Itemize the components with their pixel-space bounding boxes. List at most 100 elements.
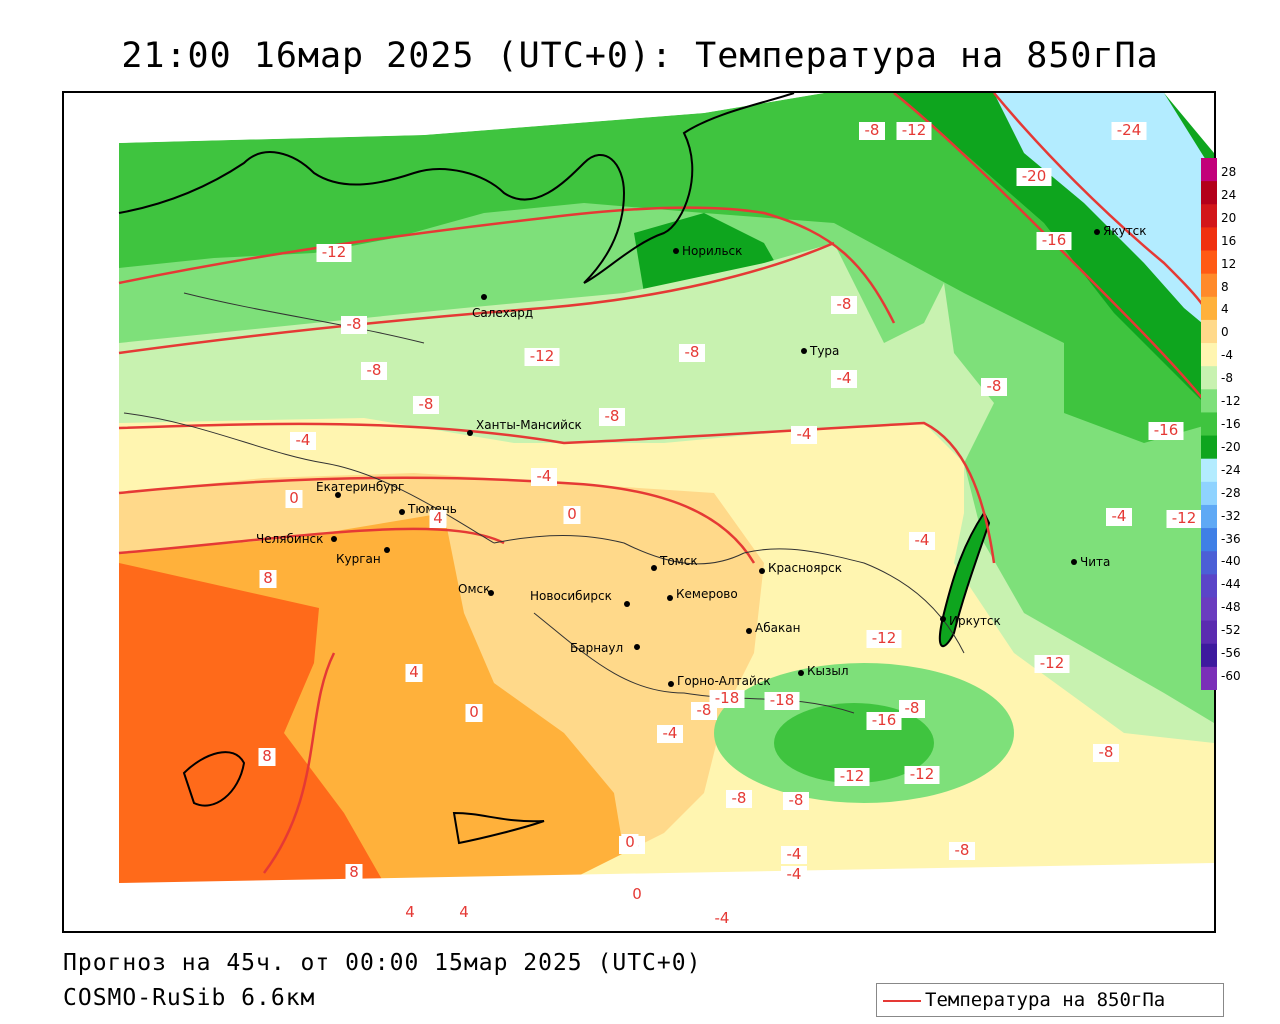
svg-text:8: 8 <box>349 863 359 881</box>
city-label: Чита <box>1080 555 1110 569</box>
svg-text:-8: -8 <box>865 121 880 139</box>
isoline-label: -12 <box>834 767 870 786</box>
scale-tick-label: -52 <box>1221 623 1241 638</box>
isoline-label: -16 <box>1036 231 1072 250</box>
scale-tick-label: -8 <box>1221 371 1233 386</box>
svg-text:-12: -12 <box>1172 509 1197 527</box>
city-tomsk: Томск <box>651 554 698 571</box>
scale-tick-label: -40 <box>1221 554 1241 569</box>
isoline-label: 0 <box>628 885 646 904</box>
svg-text:8: 8 <box>263 569 273 587</box>
svg-text:-8: -8 <box>697 701 712 719</box>
city-label: Якутск <box>1103 224 1147 238</box>
city-kyzyl: Кызыл <box>798 664 849 678</box>
aral-sea <box>182 751 246 807</box>
scale-swatch <box>1201 574 1217 598</box>
legend: Температура на 850гПа <box>876 983 1224 1017</box>
isoline-label: -8 <box>831 295 857 314</box>
city-yakutsk: Якутск <box>1094 224 1147 238</box>
city-chelyabinsk: Челябинск <box>256 532 337 546</box>
scale-tick-label: 16 <box>1221 233 1237 248</box>
scale-tick-label: -48 <box>1221 600 1241 615</box>
isoline-label: -12 <box>866 629 902 648</box>
scale-tick-label: -4 <box>1221 348 1233 363</box>
city-tyumen: Тюмень <box>399 502 457 516</box>
arctic-coastline <box>118 93 795 284</box>
isoline-label: -8 <box>899 699 925 718</box>
isoline-label: -4 <box>1106 507 1132 526</box>
scale-swatch <box>1201 504 1217 529</box>
isoline-label: 8 <box>345 863 363 882</box>
scale-swatch <box>1201 343 1217 367</box>
scale-swatch <box>1201 643 1217 668</box>
scale-swatch <box>1201 389 1217 413</box>
color-scale-svg <box>1201 158 1217 691</box>
svg-text:-16: -16 <box>872 711 897 729</box>
scale-tick-label: -24 <box>1221 462 1241 477</box>
svg-text:-4: -4 <box>797 425 812 443</box>
field-minus16 <box>119 93 1214 443</box>
isoline-label: -4 <box>657 724 683 743</box>
scale-swatch <box>1201 204 1217 228</box>
city-krasnoyarsk: Красноярск <box>759 561 842 575</box>
isoline-label: 4 <box>429 509 447 528</box>
city-label: Красноярск <box>768 561 842 575</box>
city-label: Тура <box>809 344 839 358</box>
isoline-label: -12 <box>1166 509 1202 528</box>
city-gorno-altaysk: Горно-Алтайск <box>668 674 771 688</box>
isoline-label: -20 <box>1016 167 1052 186</box>
lake-baikal <box>938 511 991 648</box>
svg-text:0: 0 <box>625 833 635 851</box>
scale-tick-label: -28 <box>1221 485 1241 500</box>
svg-text:-4: -4 <box>787 845 802 863</box>
svg-text:-12: -12 <box>872 629 897 647</box>
svg-text:-4: -4 <box>296 431 311 449</box>
scale-tick-label: -12 <box>1221 394 1241 409</box>
city-label: Горно-Алтайск <box>677 674 771 688</box>
isoline-label: 8 <box>259 569 277 588</box>
scale-tick-label: -60 <box>1221 669 1241 683</box>
isoline-label: -8 <box>679 343 705 362</box>
svg-text:-8: -8 <box>367 361 382 379</box>
isoline-label: -24 <box>1111 121 1147 140</box>
svg-text:-16: -16 <box>1154 421 1179 439</box>
city-label: Норильск <box>682 244 742 258</box>
isoline-label: 8 <box>258 747 276 766</box>
isoline-label: 4 <box>401 903 419 922</box>
svg-text:-4: -4 <box>663 724 678 742</box>
city-salekhard: Салехард <box>472 294 533 320</box>
city-barnaul: Барнаул <box>570 641 640 655</box>
svg-text:0: 0 <box>289 489 299 507</box>
scale-swatch <box>1201 158 1217 182</box>
svg-text:4: 4 <box>405 903 415 921</box>
scale-swatch <box>1201 227 1217 252</box>
scale-swatch <box>1201 666 1217 691</box>
svg-text:-18: -18 <box>715 689 740 707</box>
balkhash-lake <box>452 811 545 845</box>
svg-text:-12: -12 <box>910 765 935 783</box>
scale-tick-label: 20 <box>1221 210 1237 225</box>
city-label: Ханты-Мансийск <box>476 418 582 432</box>
svg-text:4: 4 <box>433 509 443 527</box>
forecast-info: Прогноз на 45ч. от 00:00 15мар 2025 (UTC… <box>63 950 702 976</box>
map-panel: Норильск Салехард Тура Якутск Ханты-Манс… <box>62 91 1216 933</box>
isoline-label: -8 <box>981 377 1007 396</box>
city-label: Кызыл <box>807 664 849 678</box>
scale-swatch <box>1201 458 1217 483</box>
isoline-label: -4 <box>791 425 817 444</box>
isoline-label: -4 <box>781 845 807 864</box>
city-yekaterinburg: Екатеринбург <box>316 480 404 498</box>
isoline-label: -18 <box>764 691 800 710</box>
city-label: Абакан <box>755 621 800 635</box>
isoline-label: 0 <box>621 833 639 852</box>
isoline-labels: -8 -12 -24 -20 -16 -12 -8 -8 -12 -8 -8 -8 -4 -4 -8 -4 0 0… <box>258 121 1202 928</box>
city-label: Новосибирск <box>530 589 612 603</box>
scale-tick-label: 24 <box>1221 187 1237 202</box>
isoline-label: -4 <box>290 431 316 450</box>
isoline-label: -12 <box>316 243 352 262</box>
isoline-label: 4 <box>455 903 473 922</box>
svg-text:0: 0 <box>632 885 642 903</box>
scale-tick-label: 28 <box>1221 165 1237 179</box>
scale-tick-label: -56 <box>1221 646 1241 661</box>
scale-swatch <box>1201 412 1217 437</box>
